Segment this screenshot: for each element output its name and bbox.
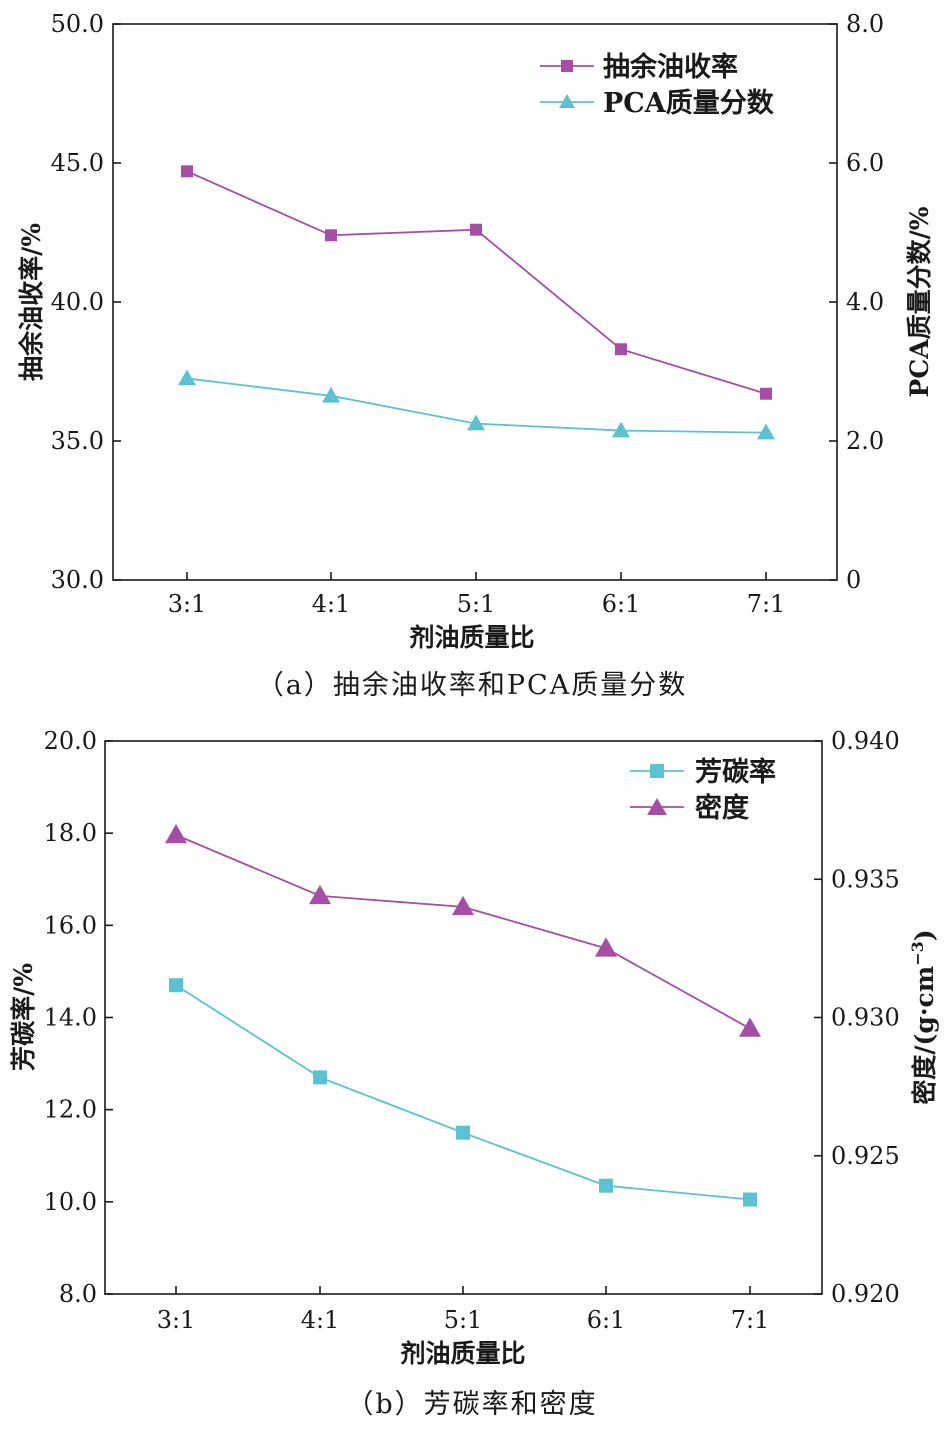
chart-b-x-tick-label: 6:1 <box>587 1306 626 1334</box>
chart-a-x-axis-label: 剂油质量比 <box>409 623 534 652</box>
chart-a-data-point-triangle <box>757 423 775 440</box>
chart-a-right-tick-label: 8.0 <box>846 10 884 38</box>
chart-b-series <box>165 824 761 1207</box>
chart-a-right-axis-label: PCA质量分数/% <box>905 206 934 397</box>
chart-b-data-point-triangle <box>452 895 474 916</box>
chart-a-data-point-triangle <box>322 386 340 403</box>
chart-a-x-tick-label: 3:1 <box>168 590 207 618</box>
legend-b-label-1: 芳碳率 <box>695 756 776 788</box>
chart-a-right-tick-label: 2.0 <box>846 427 884 455</box>
chart-b: 8.010.012.014.016.018.020.0 0.9200.9250.… <box>9 727 939 1420</box>
chart-b-x-tick-label: 7:1 <box>731 1306 770 1334</box>
chart-a-data-point-square <box>470 223 482 236</box>
chart-b-data-point-triangle <box>595 937 617 957</box>
chart-a: 30.0 35.0 40.0 45.0 50.0 0 2.0 4.0 6.0 8.0 3:1 4:… <box>17 10 934 701</box>
legend-a-marker-square <box>561 60 573 72</box>
chart-b-right-tick-label: 0.935 <box>831 865 900 893</box>
chart-b-legend: 芳碳率 密度 <box>630 756 776 824</box>
legend-a-marker-triangle <box>559 94 575 108</box>
chart-a-data-point-square <box>181 165 193 178</box>
chart-a-legend: 抽余油收率 PCA质量分数 <box>540 51 775 119</box>
chart-a-data-point-square <box>325 229 337 242</box>
chart-b-right-tick-label: 0.940 <box>831 727 900 755</box>
chart-b-x-ticks: 3:1 4:1 5:1 6:1 7:1 <box>157 1286 770 1334</box>
chart-a-x-tick-label: 4:1 <box>312 590 351 618</box>
chart-a-x-tick-label: 6:1 <box>602 590 641 618</box>
chart-b-left-tick-label: 8.0 <box>59 1280 97 1308</box>
chart-b-left-axis-label: 芳碳率/% <box>9 963 38 1071</box>
chart-b-data-point-triangle <box>739 1017 761 1037</box>
chart-b-series-line-2 <box>175 834 751 1030</box>
chart-b-x-tick-label: 4:1 <box>301 1306 340 1334</box>
chart-b-left-tick-label: 16.0 <box>44 911 97 939</box>
chart-b-right-ticks: 0.920 0.925 0.930 0.935 0.940 <box>814 727 900 1308</box>
chart-a-right-tick-label: 4.0 <box>846 288 884 316</box>
chart-a-left-tick-label: 35.0 <box>51 427 104 455</box>
chart-b-right-axis-label-sup: −3 <box>908 941 927 966</box>
chart-b-data-point-triangle <box>165 824 187 844</box>
chart-b-caption: （b）芳碳率和密度 <box>346 1389 597 1420</box>
chart-a-data-point-triangle <box>467 414 485 431</box>
chart-b-data-point-square <box>743 1192 757 1207</box>
chart-b-left-tick-label: 12.0 <box>44 1096 97 1124</box>
chart-a-left-tick-label: 30.0 <box>51 566 104 594</box>
legend-b-marker-triangle <box>647 798 667 815</box>
legend-a-label-2: PCA质量分数 <box>603 88 775 119</box>
chart-b-series-line-1 <box>175 984 751 1201</box>
chart-a-right-ticks: 0 2.0 4.0 6.0 8.0 <box>829 10 884 594</box>
legend-b-marker-square <box>650 764 664 778</box>
chart-a-right-tick-label: 6.0 <box>846 149 884 177</box>
chart-b-right-tick-label: 0.930 <box>831 1004 900 1032</box>
chart-b-right-tick-label: 0.920 <box>831 1280 900 1308</box>
chart-a-series <box>178 165 775 440</box>
chart-b-data-point-triangle <box>309 884 331 905</box>
chart-b-right-tick-label: 0.925 <box>831 1142 900 1170</box>
chart-b-left-tick-label: 18.0 <box>44 819 97 847</box>
chart-b-left-tick-label: 14.0 <box>44 1004 97 1032</box>
chart-b-x-tick-label: 5:1 <box>444 1306 483 1334</box>
legend-b-label-2: 密度 <box>695 792 749 824</box>
chart-a-right-tick-label: 0 <box>846 566 861 594</box>
chart-b-data-point-square <box>169 978 183 993</box>
chart-b-x-axis-label: 剂油质量比 <box>400 1339 525 1368</box>
chart-b-left-ticks: 8.0 10.0 12.0 14.0 16.0 18.0 20.0 <box>44 727 113 1308</box>
chart-b-data-point-square <box>599 1178 613 1193</box>
chart-b-left-tick-label: 20.0 <box>44 727 97 755</box>
chart-a-data-point-triangle <box>612 421 630 438</box>
chart-a-left-axis-label: 抽余油收率/% <box>17 223 46 381</box>
chart-b-data-point-square <box>456 1125 470 1140</box>
chart-b-right-axis-label-end: ) <box>910 929 939 941</box>
chart-b-right-axis-label: 密度/(g·cm−3) <box>908 929 939 1104</box>
chart-b-x-tick-label: 3:1 <box>157 1306 196 1334</box>
chart-a-left-tick-label: 45.0 <box>51 149 104 177</box>
chart-a-x-tick-label: 5:1 <box>457 590 496 618</box>
legend-a-label-1: 抽余油收率 <box>603 51 738 83</box>
chart-a-x-ticks: 3:1 4:1 5:1 6:1 7:1 <box>168 572 786 618</box>
chart-a-series-line-1 <box>186 170 767 395</box>
chart-a-left-ticks: 30.0 35.0 40.0 45.0 50.0 <box>51 10 121 594</box>
chart-a-data-point-square <box>615 343 627 356</box>
chart-b-right-axis-label-main: 密度/(g·cm <box>910 966 939 1105</box>
chart-a-data-point-triangle <box>178 369 196 386</box>
chart-a-left-tick-label: 50.0 <box>51 10 104 38</box>
chart-b-data-point-square <box>313 1070 327 1085</box>
chart-a-data-point-square <box>760 387 772 400</box>
chart-a-x-tick-label: 7:1 <box>747 590 786 618</box>
chart-b-left-tick-label: 10.0 <box>44 1188 97 1216</box>
chart-a-left-tick-label: 40.0 <box>51 288 104 316</box>
chart-a-caption: （a）抽余油收率和PCA质量分数 <box>257 670 687 701</box>
